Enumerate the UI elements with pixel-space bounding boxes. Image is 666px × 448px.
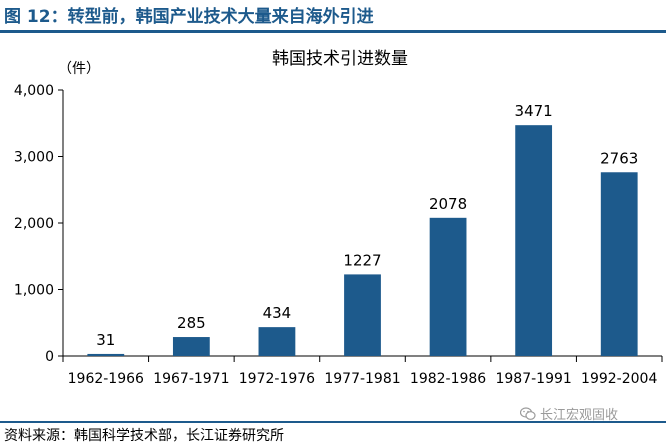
watermark: 长江宏观固收 <box>520 404 618 423</box>
x-tick-label: 1987-1991 <box>495 371 571 387</box>
watermark-text: 长江宏观固收 <box>540 408 619 423</box>
wechat-icon <box>520 406 536 420</box>
x-tick-label: 1972-1976 <box>239 371 315 387</box>
y-tick-labels: 0 1,000 2,000 3,000 4,000 <box>14 83 54 365</box>
y-axis-unit-label: （件） <box>58 61 100 77</box>
bars <box>87 125 638 356</box>
title-rule <box>0 30 666 33</box>
bar <box>600 172 638 356</box>
y-tick-label: 3,000 <box>14 150 54 166</box>
y-tick-label: 4,000 <box>14 83 54 99</box>
bar <box>258 327 296 356</box>
x-tick-label: 1967-1971 <box>153 371 229 387</box>
bar <box>429 217 467 356</box>
bar-value-label: 285 <box>177 314 206 332</box>
bar-value-label: 3471 <box>515 102 553 120</box>
x-tick-label: 1977-1981 <box>324 371 400 387</box>
bar-value-label: 2078 <box>429 195 467 213</box>
y-tick-label: 2,000 <box>14 216 54 232</box>
bar <box>344 274 381 356</box>
bar-value-label: 2763 <box>600 149 638 167</box>
figure-title: 图 12：转型前，韩国产业技术大量来自海外引进 <box>4 7 374 27</box>
value-labels: 31 285 434 1227 2078 3471 2763 <box>96 102 638 349</box>
y-tick-label: 1,000 <box>14 283 54 299</box>
bar-value-label: 1227 <box>343 251 381 269</box>
y-tick-label: 0 <box>45 349 54 365</box>
bar-value-label: 31 <box>96 331 115 349</box>
x-tick-label: 1962-1966 <box>68 371 144 387</box>
chart-title: 韩国技术引进数量 <box>272 49 408 69</box>
x-tick-label: 1992-2004 <box>581 371 657 387</box>
bar <box>172 337 210 356</box>
bar <box>515 125 553 356</box>
source-note: 资料来源：韩国科学技术部，长江证券研究所 <box>4 428 284 444</box>
bar <box>87 353 125 356</box>
bar-value-label: 434 <box>263 304 292 322</box>
bottom-rule <box>0 421 666 423</box>
x-tick-labels: 1962-1966 1967-1971 1972-1976 1977-1981 1982… <box>68 371 658 387</box>
x-tick-label: 1982-1986 <box>410 371 486 387</box>
